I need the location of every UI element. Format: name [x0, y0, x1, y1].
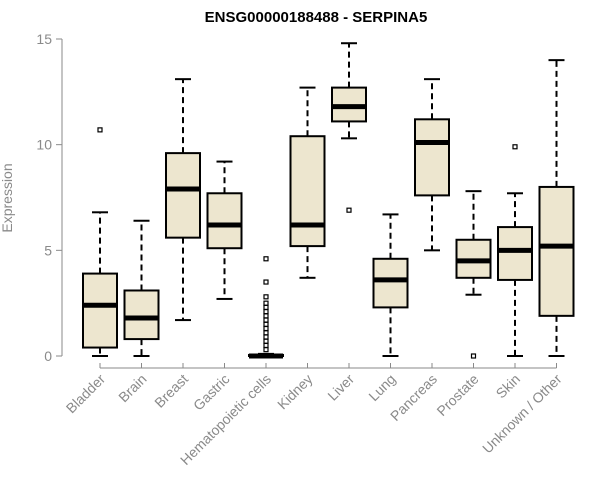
box-iqr: [497, 226, 533, 281]
outlier-point: [263, 342, 269, 349]
y-axis-label: Expression: [0, 163, 15, 232]
box-iqr: [372, 257, 409, 309]
outlier-point: [263, 338, 269, 344]
outlier-point: [512, 144, 518, 150]
outlier-point: [346, 207, 352, 213]
box-brain: [123, 219, 160, 357]
outlier-point: [263, 304, 269, 310]
y-axis: 0 5 10 15: [36, 31, 63, 364]
x-tick-label: Lung: [365, 371, 398, 404]
y-tick-label: 0: [44, 348, 52, 364]
box-iqr: [165, 152, 201, 239]
outlier-point: [263, 347, 269, 353]
box-lung: [372, 213, 409, 357]
box-hematopoietic-cells: [248, 256, 284, 359]
box-kidney: [289, 86, 326, 279]
box-breast: [165, 78, 201, 322]
outlier-point: [263, 321, 269, 327]
box-skin: [497, 144, 533, 357]
box-liver: [331, 42, 367, 213]
box-pancreas: [414, 78, 450, 252]
boxes-group: [82, 42, 575, 359]
x-tick-label: Kidney: [274, 371, 316, 413]
x-tick-label: Brain: [115, 371, 149, 405]
outlier-point: [97, 127, 103, 133]
x-tick-label: Unknown / Other: [479, 371, 565, 457]
outlier-point: [263, 309, 269, 315]
outlier-point: [263, 325, 269, 332]
outlier-point: [470, 353, 477, 359]
box-unknown-other: [538, 59, 575, 357]
chart-title: ENSG00000188488 - SERPINA5: [205, 9, 428, 26]
box-iqr: [123, 289, 160, 341]
x-tick-label: Liver: [324, 371, 357, 404]
box-iqr: [206, 192, 243, 250]
outlier-point: [263, 313, 269, 319]
x-tick-label: Prostate: [433, 371, 481, 419]
outlier-point: [263, 300, 269, 306]
box-bladder: [82, 127, 118, 357]
box-gastric: [206, 160, 243, 300]
box-iqr: [289, 135, 326, 248]
box-iqr: [538, 185, 575, 317]
y-tick-label: 15: [36, 31, 52, 47]
box-prostate: [455, 190, 492, 359]
outlier-point: [263, 294, 269, 300]
outlier-point: [263, 256, 269, 262]
x-tick-label: Breast: [151, 371, 191, 411]
box-iqr: [82, 272, 118, 349]
outlier-point: [263, 279, 269, 285]
y-tick-label: 10: [36, 137, 52, 153]
x-tick-label: Bladder: [63, 371, 109, 417]
x-tick-label: Skin: [493, 371, 524, 402]
outlier-point: [263, 334, 269, 340]
outlier-point: [263, 317, 269, 323]
box-iqr: [414, 118, 450, 197]
y-tick-label: 5: [44, 242, 52, 258]
outlier-point: [263, 330, 269, 336]
